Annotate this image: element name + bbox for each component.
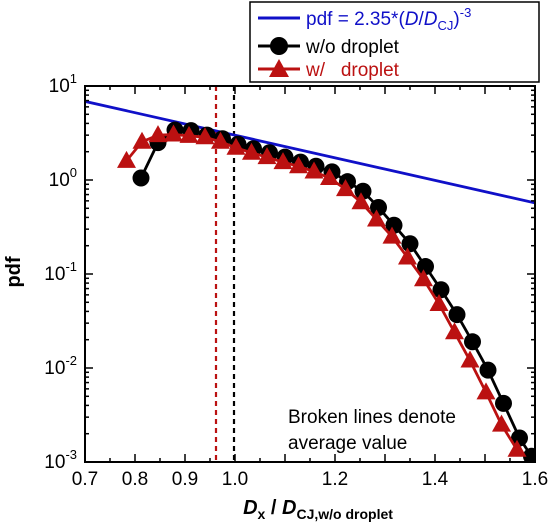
- legend-label-fit: pdf = 2.35*(D/DCJ)-3: [306, 5, 471, 33]
- series-line-0: [85, 100, 535, 205]
- x-tick-label: 0.7: [72, 469, 98, 490]
- annotation-line-2: average value: [288, 433, 407, 454]
- series-2-point-22: [460, 350, 480, 368]
- legend-label-wo: w/o droplet: [305, 37, 400, 58]
- series-2-point-5: [195, 127, 215, 145]
- y-tick-label: 101: [49, 71, 77, 97]
- x-axis-title: Dx / DCJ,w/o droplet: [243, 497, 393, 522]
- series-2-point-13: [320, 168, 339, 186]
- series-2-point-0: [117, 150, 136, 168]
- series-1-point-22: [479, 361, 497, 379]
- x-tick-label: 0.9: [172, 469, 198, 490]
- series-2-point-21: [445, 322, 464, 340]
- plot-area: [85, 86, 535, 462]
- series-2-point-25: [507, 439, 527, 457]
- series-2-point-16: [367, 209, 386, 227]
- series-2-point-11: [289, 156, 308, 174]
- series-2-point-24: [492, 414, 511, 432]
- series-2-point-17: [382, 226, 402, 244]
- x-tick-label: 1.2: [322, 469, 348, 490]
- series-2-point-14: [336, 179, 355, 197]
- x-axis-title-main-sub: x: [258, 506, 266, 522]
- legend-fit-sub: CJ: [438, 18, 454, 33]
- legend-fit-d1: D: [405, 9, 419, 30]
- x-tick-label: 1.4: [422, 469, 449, 490]
- x-tick-label: 1.0: [222, 469, 248, 490]
- legend-fit-slash: /: [419, 9, 425, 30]
- legend: pdf = 2.35*(D/DCJ)-3 w/o droplet w/ drop…: [249, 1, 540, 83]
- y-tick-label: 100: [49, 165, 77, 191]
- x-axis-title-div: /: [265, 497, 282, 519]
- series-1-point-18: [417, 258, 434, 276]
- y-tick-label: 10-2: [44, 353, 77, 379]
- series-2-point-20: [429, 293, 449, 311]
- series-2-point-4: [179, 125, 199, 143]
- axes-layer: 0.7 0.8 0.9 1.0 1.2 1.4 1.6 101 100 10-1 10-2 10-3: [44, 71, 548, 490]
- x-tick-label: 1.6: [522, 469, 548, 490]
- series-1-point-21: [464, 333, 481, 351]
- y-axis-title: pdf: [3, 256, 25, 287]
- series-2-point-15: [351, 192, 371, 210]
- x-axis-title-denom-sub: CJ,w/o droplet: [296, 506, 393, 522]
- legend-marker-w: [269, 59, 289, 77]
- series-2-point-7: [226, 137, 246, 155]
- series-2-point-12: [304, 161, 324, 179]
- series-2-point-23: [476, 382, 496, 400]
- series-1-point-17: [401, 235, 419, 253]
- annotation-line-1: Broken lines denote: [288, 407, 456, 428]
- series-2-point-18: [398, 247, 417, 265]
- legend-fit-sup: -3: [460, 5, 472, 20]
- x-axis-title-denom: D: [282, 497, 296, 519]
- series-2-point-10: [273, 152, 293, 170]
- legend-fit-d2: D: [424, 9, 438, 30]
- series-2-point-3: [164, 124, 183, 142]
- y-tick-label: 10-1: [44, 259, 77, 285]
- series-1-point-24: [511, 429, 528, 447]
- y-tick-label: 10-3: [44, 447, 77, 473]
- series-2-point-8: [242, 142, 261, 160]
- series-2-point-19: [414, 269, 433, 287]
- series-line-2: [125, 133, 519, 451]
- x-axis-title-main: D: [243, 497, 257, 519]
- series-2-point-2: [148, 125, 168, 143]
- series-1-point-20: [448, 306, 466, 324]
- series-1-point-0: [132, 169, 150, 187]
- series-1-point-14: [354, 182, 372, 200]
- series-1-point-23: [495, 394, 512, 412]
- x-tick-label: 0.8: [122, 469, 148, 490]
- series-1-point-19: [432, 281, 450, 299]
- plot-layer: [85, 86, 535, 462]
- legend-fit-pre: pdf = 2.35*(: [306, 9, 405, 30]
- series-1-point-25: [523, 447, 535, 462]
- legend-marker-wo: [270, 37, 288, 55]
- series-2-point-9: [257, 147, 277, 165]
- series-2-point-6: [211, 131, 230, 149]
- legend-fit-close: ): [453, 9, 459, 30]
- series-1-point-15: [370, 198, 387, 216]
- legend-label-w: w/ droplet: [305, 60, 400, 81]
- series-1-point-16: [385, 216, 403, 234]
- series-2-point-1: [132, 131, 152, 149]
